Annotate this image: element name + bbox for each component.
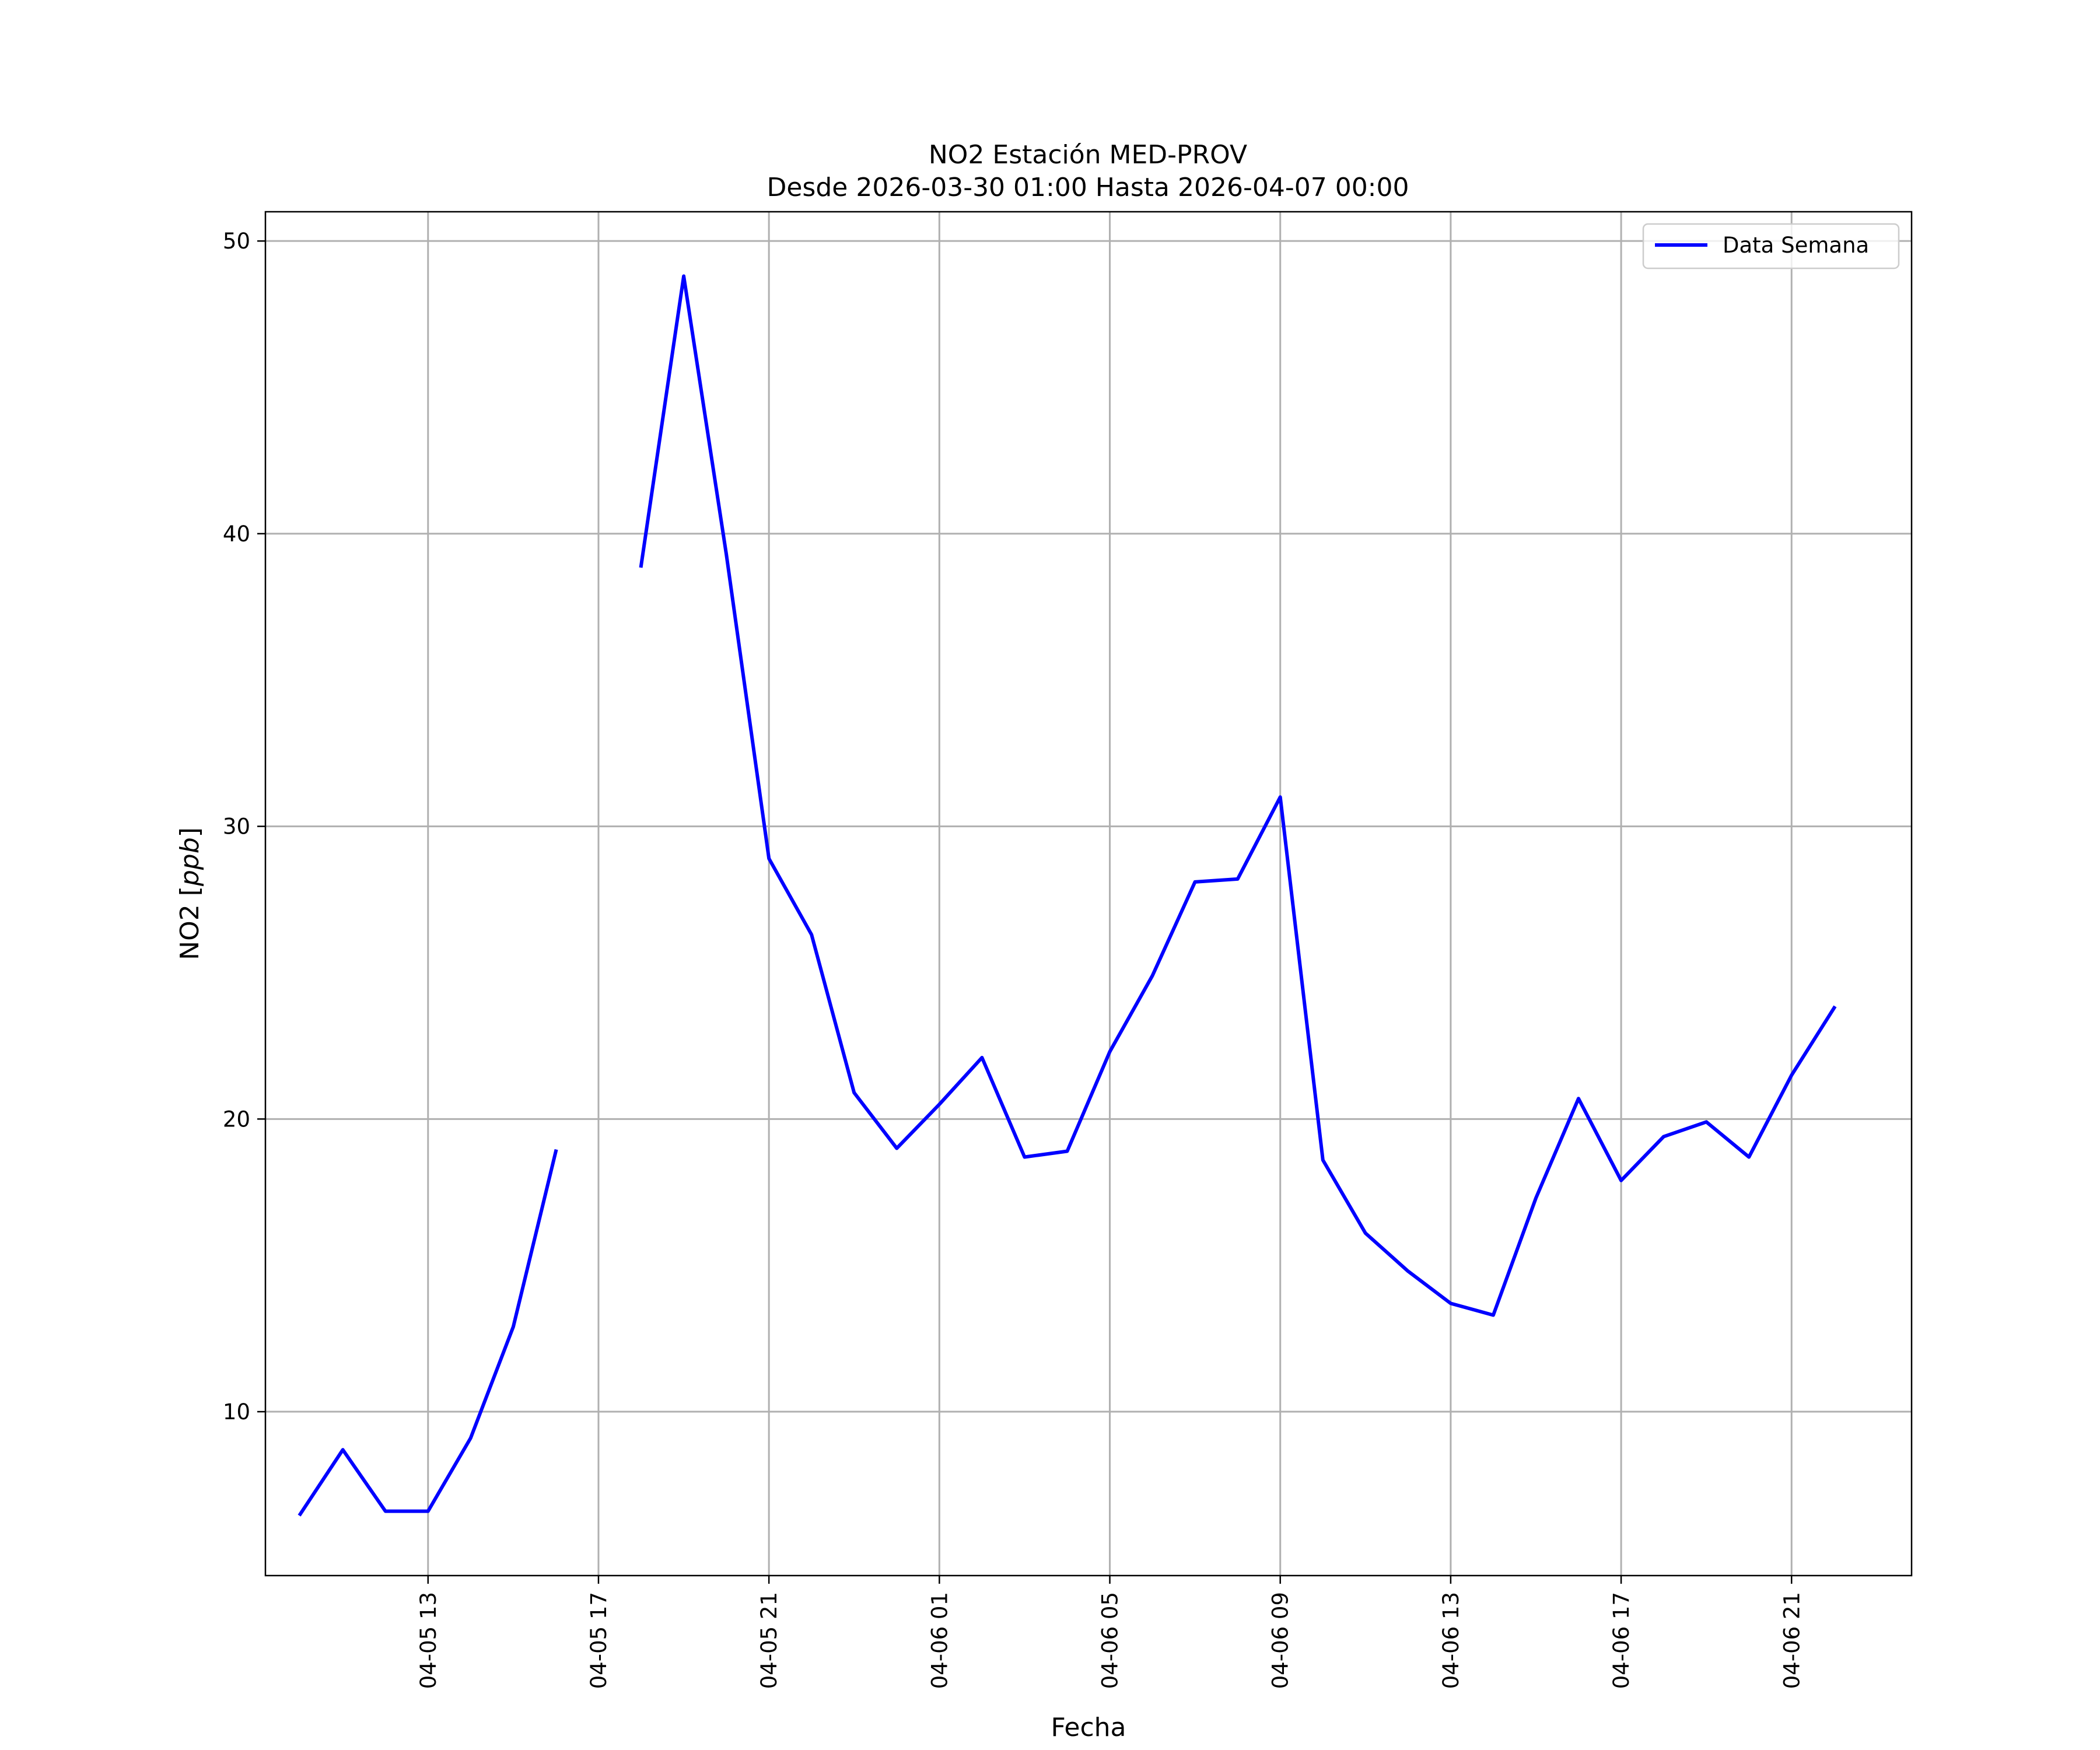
x-tick-label: 04-05 17	[586, 1592, 611, 1689]
x-tick-label: 04-06 17	[1609, 1592, 1634, 1689]
x-axis-label: Fecha	[1051, 1713, 1126, 1742]
x-tick-label: 04-05 21	[757, 1592, 782, 1689]
x-tick-label: 04-05 13	[416, 1592, 441, 1689]
series-lines	[298, 274, 1837, 1517]
y-axis-label-unit: ppb	[175, 837, 205, 887]
y-tick-label: 10	[223, 1399, 250, 1424]
x-tick-label: 04-06 13	[1438, 1592, 1464, 1689]
y-tick-label: 40	[223, 522, 250, 547]
y-axis: 10 20 30 40 50	[223, 229, 265, 1424]
y-axis-label: NO2 [ppb]	[175, 827, 205, 960]
y-tick-label: 20	[223, 1107, 250, 1132]
series-line-segment	[639, 274, 1837, 1317]
plot-frame	[264, 211, 1913, 1577]
chart-title: NO2 Estación MED-PROV	[929, 140, 1247, 170]
y-axis-label-prefix: NO2 [	[175, 886, 205, 960]
chart-subtitle: Desde 2026-03-30 01:00 Hasta 2026-04-07 …	[766, 173, 1409, 202]
y-tick-label: 30	[223, 814, 250, 839]
y-tick-label: 50	[223, 229, 250, 254]
legend: Data Semana	[1642, 223, 1900, 270]
x-tick-label: 04-06 21	[1779, 1592, 1804, 1689]
y-axis-label-suffix: ]	[175, 827, 205, 837]
grid	[265, 212, 1912, 1576]
x-axis: 04-05 13 04-05 17 04-05 21 04-06 01 04-06 05…	[416, 1576, 1804, 1689]
x-tick-label: 04-06 05	[1098, 1592, 1123, 1689]
legend-box	[1642, 223, 1900, 270]
x-tick-label: 04-06 01	[927, 1592, 952, 1689]
legend-label: Data Semana	[1723, 233, 1869, 258]
x-tick-label: 04-06 09	[1268, 1592, 1293, 1689]
series-line-segment	[298, 1149, 558, 1517]
